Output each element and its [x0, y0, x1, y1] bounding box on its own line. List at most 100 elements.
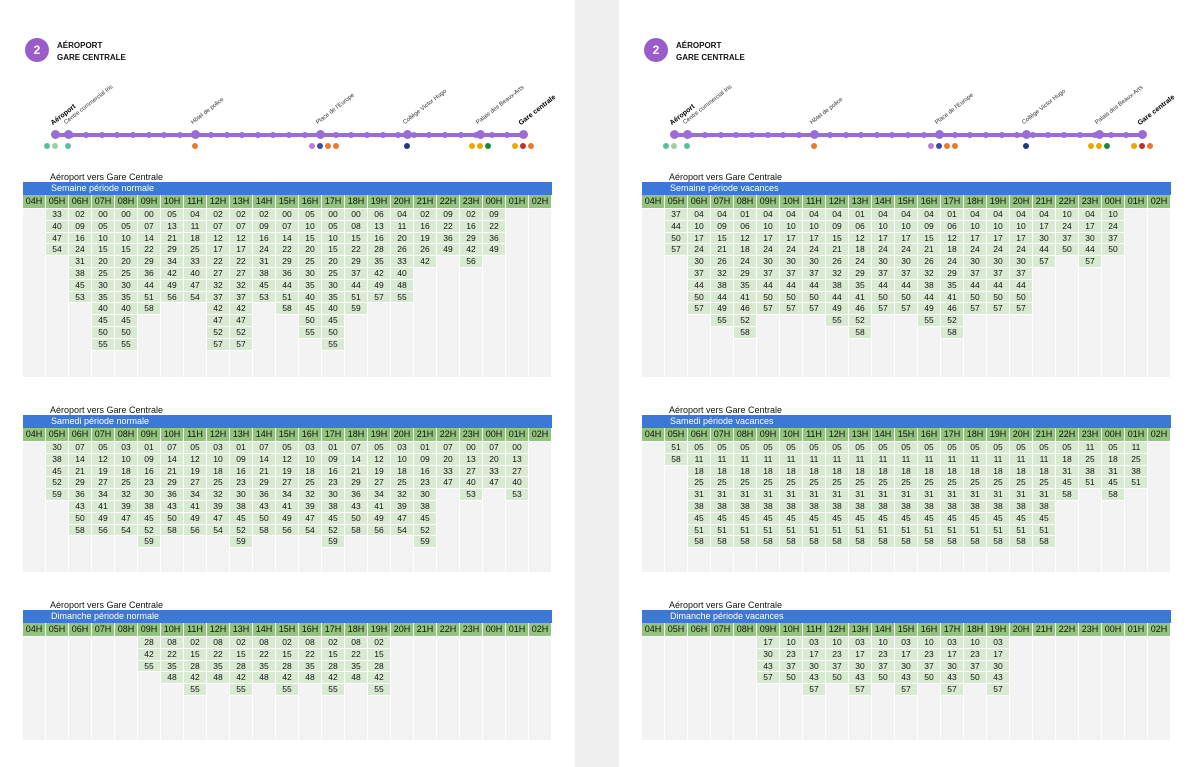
- hour-column: [642, 209, 665, 377]
- departure-minute: 25: [92, 268, 114, 280]
- hour-column: 05 11 18 25 31 38 45 51 58: [964, 442, 987, 572]
- hour-column: 08 22 35 48: [161, 637, 184, 740]
- departure-minute: 31: [987, 489, 1009, 501]
- departure-minute: 52: [138, 524, 160, 537]
- departure-minute: 13: [368, 220, 390, 233]
- departure-minute: 17: [987, 648, 1009, 661]
- departure-minute: 02: [69, 209, 91, 221]
- departure-minute: 18: [184, 232, 206, 245]
- departure-minute: 36: [69, 489, 91, 501]
- departure-minute: 49: [368, 512, 390, 525]
- departure-minute: 58: [345, 524, 367, 537]
- departure-minute: 55: [711, 315, 733, 327]
- departure-minute: 37: [345, 268, 367, 280]
- departure-minute: 44: [826, 291, 848, 304]
- departure-minute: 04: [757, 209, 779, 221]
- departure-minute: 16: [322, 465, 344, 478]
- departure-minute: 50: [964, 291, 986, 304]
- hour-header: 23H: [1079, 195, 1102, 208]
- departure-minute: 22: [253, 648, 275, 661]
- departure-minute: 20: [483, 453, 505, 466]
- hour-header: 18H: [345, 623, 368, 636]
- departure-minute: 51: [964, 524, 986, 537]
- departure-minute: 10: [322, 232, 344, 245]
- departure-minute: 25: [941, 477, 963, 490]
- hour-column: [1125, 637, 1148, 740]
- departure-minute: 11: [1010, 453, 1032, 466]
- departure-minute: 15: [115, 244, 137, 257]
- departure-minute: 55: [92, 338, 114, 351]
- departure-minute: 30: [872, 256, 894, 268]
- departure-minute: 14: [345, 453, 367, 466]
- hour-column: 04 10 17 24 30 37 44 50 57: [780, 209, 803, 377]
- departure-minute: 25: [918, 477, 940, 490]
- departure-minute: 22: [345, 244, 367, 257]
- departure-minute: 21: [711, 244, 733, 257]
- departure-minute: 38: [872, 501, 894, 513]
- route-dot: [1076, 132, 1083, 138]
- departure-minute: 10: [872, 637, 894, 649]
- hour-column: 08 22 35 48: [253, 637, 276, 740]
- departure-minute: 51: [1125, 477, 1147, 490]
- line-destination: GARE CENTRALE: [676, 53, 745, 62]
- departure-minute: 55: [322, 338, 344, 351]
- departure-minute: 11: [895, 453, 917, 466]
- departure-minute: 57: [757, 303, 779, 316]
- hour-column: [1125, 209, 1148, 377]
- hour-column: 03 17 30 43 57: [941, 637, 964, 740]
- route-dot: [717, 132, 724, 138]
- route-dot: [1045, 132, 1052, 138]
- departure-minute: 25: [115, 477, 137, 490]
- departure-minute: 38: [46, 453, 68, 466]
- hour-column: 05 11 18 25 31 38 45 51 58: [803, 442, 826, 572]
- connection-icon: [520, 143, 526, 149]
- departure-minute: 02: [184, 637, 206, 649]
- stop-dot: [402, 130, 412, 139]
- departure-minute: 32: [299, 489, 321, 501]
- departure-minute: 32: [918, 268, 940, 280]
- departure-minute: 48: [161, 672, 183, 685]
- departure-minute: 36: [276, 268, 298, 280]
- departure-minute: 10: [115, 232, 137, 245]
- departure-minute: 45: [757, 512, 779, 525]
- departure-minute: 27: [506, 465, 528, 478]
- departure-minute: 29: [460, 232, 482, 245]
- hour-column: 05 12 19 27 34 41 49 56: [92, 442, 115, 572]
- departure-minute: 25: [1125, 453, 1147, 466]
- departure-minute: 10: [299, 453, 321, 466]
- departure-minute: 02: [414, 209, 436, 221]
- hour-column: [688, 637, 711, 740]
- departure-minute: 04: [1033, 209, 1055, 221]
- departure-minute: 51: [872, 524, 894, 537]
- departure-minute: 11: [826, 453, 848, 466]
- departure-minute: 50: [757, 291, 779, 304]
- hour-header: 11H: [803, 195, 826, 208]
- table-direction: Aéroport vers Gare Centrale: [50, 405, 164, 415]
- departure-minute: 00: [506, 442, 528, 454]
- departure-minute: 02: [230, 209, 252, 221]
- departure-minute: 35: [734, 279, 756, 292]
- hour-header: 01H: [506, 195, 529, 208]
- departure-minute: 20: [391, 232, 413, 245]
- departure-minute: 47: [207, 512, 229, 525]
- hour-column: [483, 637, 506, 740]
- departure-minute: 58: [964, 536, 986, 549]
- departure-minute: 29: [276, 256, 298, 268]
- hour-header: 04H: [23, 195, 46, 208]
- line-origin: AÉROPORT: [676, 41, 722, 50]
- departure-minute: 58: [161, 524, 183, 537]
- hour-column: 37 44 50 57: [665, 209, 688, 377]
- departure-minute: 58: [1033, 536, 1055, 549]
- hour-header: 09H: [757, 195, 780, 208]
- departure-minute: 34: [161, 256, 183, 268]
- departure-minute: 31: [941, 489, 963, 501]
- departure-minute: 55: [368, 684, 390, 696]
- route-dot: [301, 132, 308, 138]
- hour-header: 05H: [665, 623, 688, 636]
- connection-icon: [52, 143, 58, 149]
- departure-minute: 28: [368, 660, 390, 673]
- departure-minute: 56: [184, 524, 206, 537]
- departure-minute: 57: [780, 303, 802, 316]
- departure-minute: 24: [964, 244, 986, 257]
- departure-minute: 01: [414, 442, 436, 454]
